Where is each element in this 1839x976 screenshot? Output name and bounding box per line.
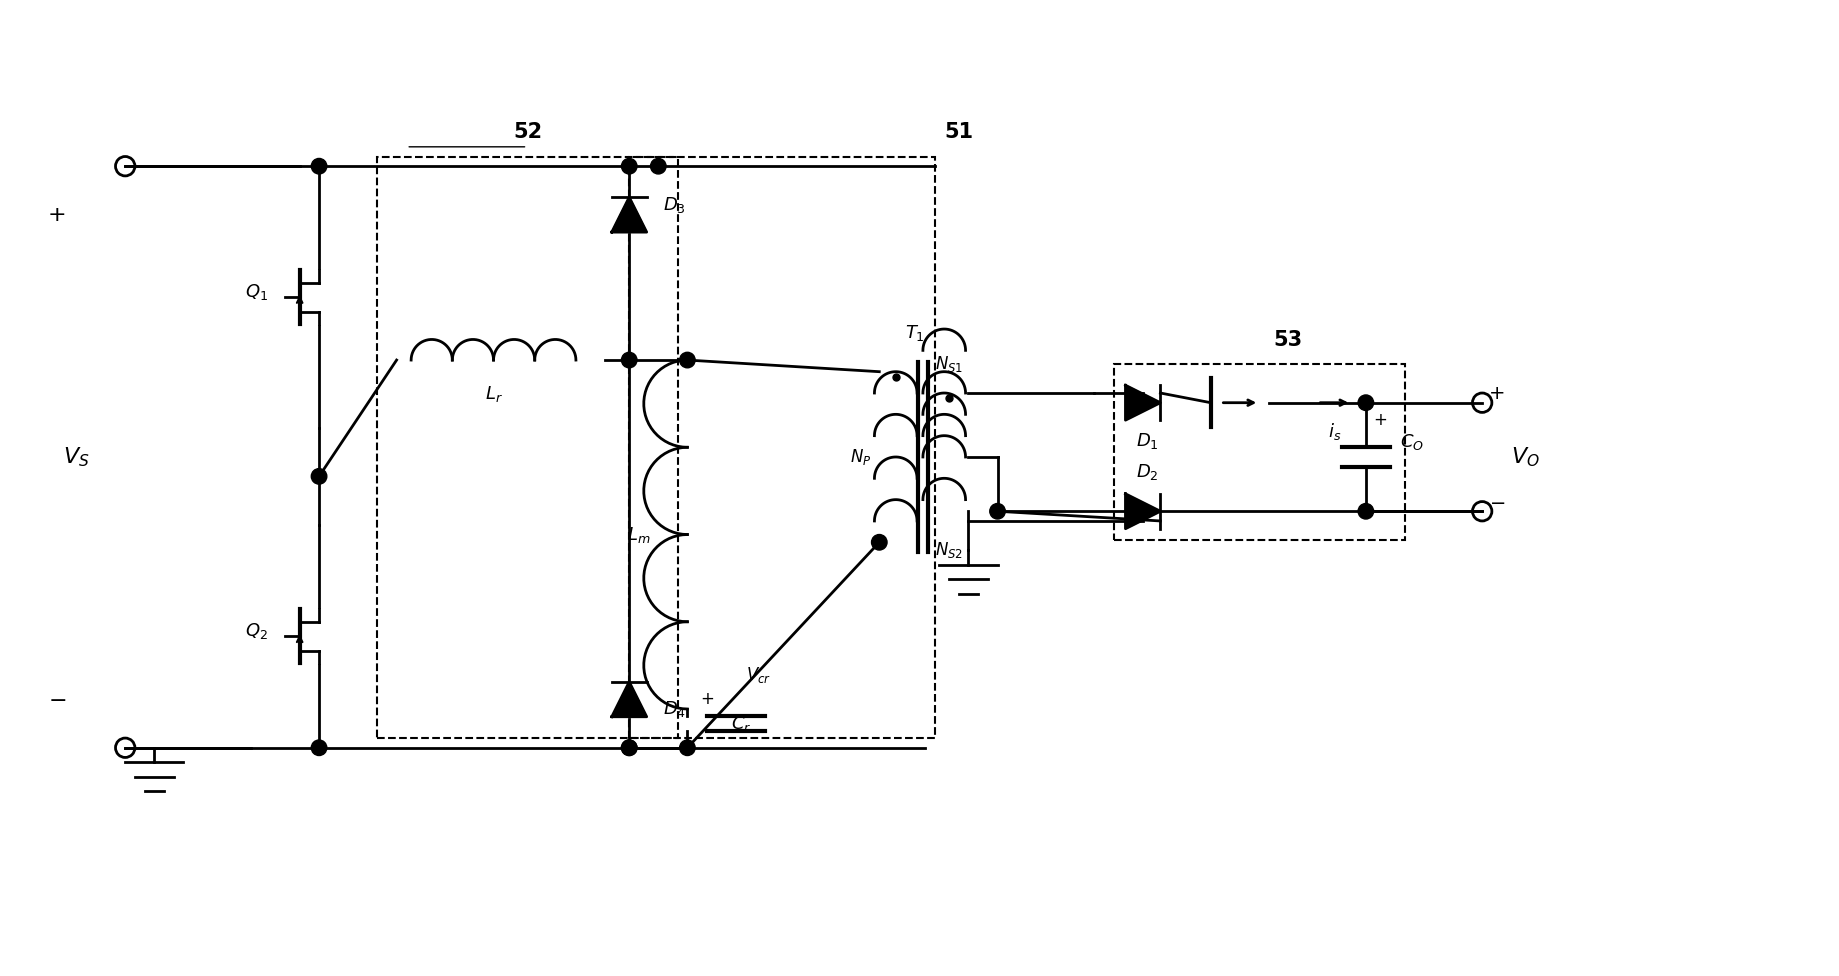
Text: +: + [1372,411,1387,429]
Circle shape [1357,504,1374,519]
Text: $D_2$: $D_2$ [1137,463,1159,482]
Circle shape [311,740,327,755]
Circle shape [622,352,636,368]
Text: +: + [1488,384,1504,402]
Polygon shape [611,197,645,232]
Circle shape [679,352,695,368]
Text: $L_r$: $L_r$ [484,384,502,404]
Polygon shape [1125,494,1160,529]
Text: $Q_1$: $Q_1$ [245,282,267,303]
Text: $i_s$: $i_s$ [1328,422,1341,442]
Text: $V_S$: $V_S$ [63,445,90,468]
Text: $D_1$: $D_1$ [1137,431,1159,452]
Circle shape [872,535,886,550]
Text: $Q_2$: $Q_2$ [245,622,267,641]
Text: $N_{S1}$: $N_{S1}$ [934,354,962,374]
Circle shape [622,740,636,755]
Circle shape [989,504,1004,519]
Text: 53: 53 [1273,330,1302,349]
Text: 52: 52 [513,122,543,142]
Text: $-$: $-$ [1488,492,1504,511]
Polygon shape [1125,386,1160,420]
Text: $D_3$: $D_3$ [662,195,686,215]
Circle shape [311,158,327,174]
Text: $C_r$: $C_r$ [730,713,750,734]
Text: $L_m$: $L_m$ [627,524,651,545]
Circle shape [679,740,695,755]
Text: 51: 51 [943,122,973,142]
Text: +: + [48,205,66,224]
Text: $T_1$: $T_1$ [905,323,925,343]
Circle shape [622,158,636,174]
Text: $V_O$: $V_O$ [1510,445,1539,468]
Text: $D_4$: $D_4$ [662,699,686,719]
Text: $N_P$: $N_P$ [850,447,872,467]
Circle shape [311,468,327,484]
Text: $V_{cr}$: $V_{cr}$ [745,665,771,685]
Text: $N_{S2}$: $N_{S2}$ [934,540,962,560]
Circle shape [651,158,666,174]
Text: $C_O$: $C_O$ [1399,432,1423,453]
Circle shape [622,740,636,755]
Text: $-$: $-$ [48,689,66,710]
Circle shape [1357,395,1374,411]
Text: +: + [699,690,714,709]
Polygon shape [611,682,645,716]
